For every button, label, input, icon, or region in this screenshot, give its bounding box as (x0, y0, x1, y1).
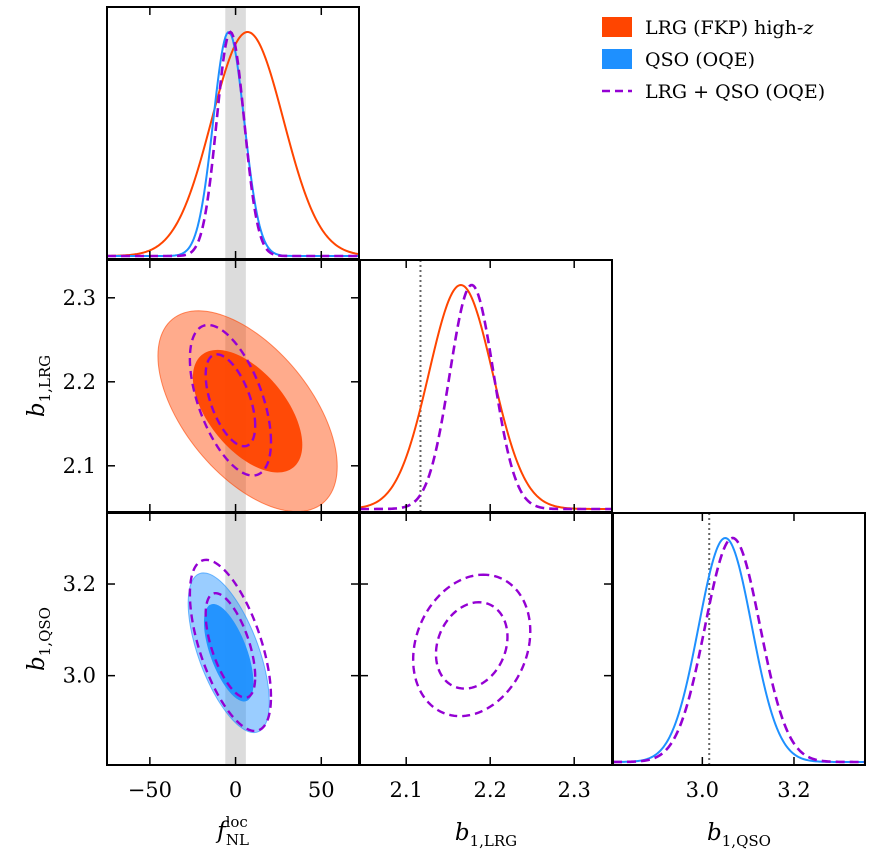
axis-label-y-bqso: b1,QSO (24, 607, 54, 671)
contour-qso-68 (203, 604, 254, 702)
axis-label-y-blrg: b1,LRG (24, 355, 54, 417)
contour-combined-fnl-bqso-68 (204, 591, 257, 699)
legend-swatch-1 (602, 49, 632, 69)
curve-lrg-blrg (360, 283, 612, 510)
contour-combined-fnl-blrg-95 (188, 323, 273, 477)
tick-label-x-2: 3.0 (686, 778, 719, 802)
fiducial-band-0 (225, 7, 246, 259)
curve-qso-bqso (613, 536, 865, 763)
panel-frame-2-1 (359, 512, 613, 766)
tick-label-y-2: 3.2 (63, 572, 96, 596)
panel-blrg-bqso (411, 573, 532, 718)
legend-label-1: QSO (OQE) (645, 49, 755, 71)
marginal-bqso (613, 536, 865, 764)
panel-frame-2-2 (612, 512, 866, 766)
curve-combined-fnl (107, 30, 359, 258)
axis-label-fnl: floc NL (215, 813, 249, 849)
contour-lrg-68 (192, 349, 303, 473)
tick-label-x-1: 2.3 (557, 778, 590, 802)
legend-swatch-0 (602, 17, 632, 37)
contour-combined-blrg-bqso-95 (411, 573, 532, 718)
axis-label-bqso: b1,QSO (707, 820, 771, 850)
panel-fnl-blrg (157, 310, 338, 512)
tick-label-x-2: 3.2 (777, 778, 810, 802)
axis-label-blrg: b1,LRG (455, 820, 517, 850)
panel-fnl-bqso (187, 558, 273, 734)
tick-label-x-0: 50 (308, 778, 335, 802)
tick-label-x-0: 0 (229, 778, 242, 802)
curve-lrg-fnl (107, 31, 359, 257)
panel-frame-1-1 (359, 259, 613, 513)
marginal-fnl (107, 30, 359, 258)
legend: LRG (FKP) high-z QSO (OQE) LRG + QSO (OQE) (602, 17, 825, 103)
tick-label-x-1: 2.2 (473, 778, 506, 802)
tick-label-y-1: 2.2 (63, 370, 96, 394)
tick-label-x-1: 2.1 (389, 778, 422, 802)
tick-label-y-1: 2.1 (63, 454, 96, 478)
legend-label-0: LRG (FKP) high-z (645, 17, 814, 39)
curve-combined-blrg (360, 283, 612, 511)
contour-combined-fnl-bqso-95 (188, 558, 273, 733)
legend-label-2: LRG + QSO (OQE) (645, 81, 825, 103)
tick-label-y-2: 3.0 (63, 664, 96, 688)
tick-label-y-1: 2.3 (63, 286, 96, 310)
curve-combined-bqso (613, 536, 865, 764)
marginal-blrg (360, 283, 612, 511)
tick-label-x-0: −50 (128, 778, 172, 802)
contour-combined-blrg-bqso-68 (434, 601, 509, 690)
contour-combined-fnl-blrg-68 (204, 353, 257, 448)
